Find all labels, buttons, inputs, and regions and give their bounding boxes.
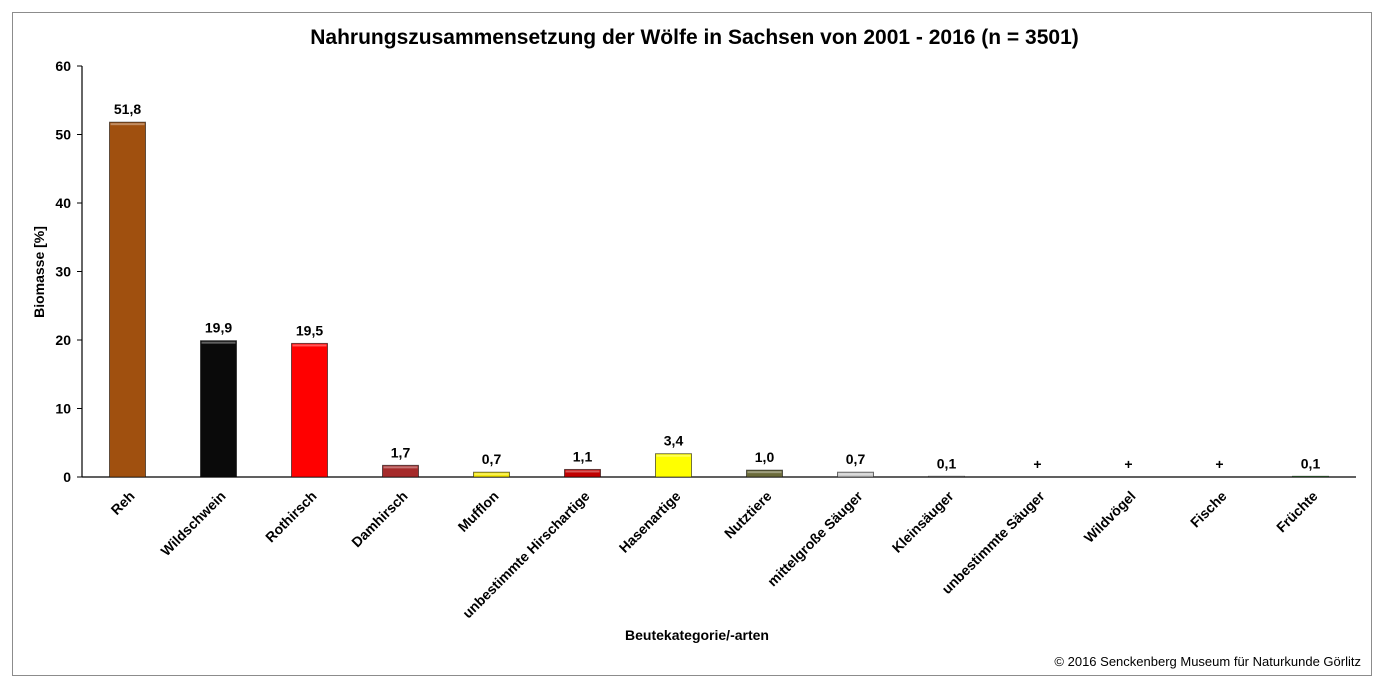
x-tick-label: Mufflon [455, 488, 502, 535]
bar-value-label: + [1215, 456, 1223, 472]
x-tick-label: Hasenartige [616, 488, 684, 556]
chart-frame [12, 12, 1372, 676]
bar-1 [200, 340, 237, 478]
bar-6 [655, 453, 692, 478]
x-tick-label: Früchte [1273, 488, 1321, 536]
bar-value-label: 0,1 [1301, 455, 1321, 471]
x-tick-label: Wildvögel [1081, 488, 1139, 546]
bar-value-label: 0,7 [846, 451, 866, 467]
bar-highlight [110, 123, 145, 126]
bar-highlight [656, 454, 691, 457]
x-tick-label: mittelgroße Säuger [764, 487, 866, 589]
y-tick-label: 50 [55, 127, 71, 143]
x-tick-label: Rothirsch [262, 488, 320, 546]
bar-value-label: + [1124, 456, 1132, 472]
x-tick-label: unbestimmte Säuger [938, 487, 1048, 597]
bar-highlight [747, 471, 782, 474]
bar-value-label: + [1033, 456, 1041, 472]
x-tick-label: Reh [108, 488, 138, 518]
bar-highlight [565, 470, 600, 473]
y-tick-label: 20 [55, 332, 71, 348]
bar-8 [837, 471, 874, 478]
bar-highlight [292, 344, 327, 347]
bar-7 [746, 469, 783, 478]
x-tick-label: Damhirsch [348, 488, 410, 550]
x-axis-label: Beutekategorie/-arten [625, 627, 769, 643]
bar-value-label: 3,4 [664, 433, 684, 449]
bar-value-label: 0,7 [482, 451, 502, 467]
bar-value-label: 1,0 [755, 449, 775, 465]
y-tick-label: 0 [63, 469, 71, 485]
bar-value-label: 1,1 [573, 448, 593, 464]
bar-2 [291, 342, 328, 478]
bar-value-label: 19,9 [205, 320, 232, 336]
x-tick-label: Wildschwein [157, 488, 228, 559]
bar-highlight [383, 466, 418, 469]
bar-value-label: 1,7 [391, 444, 411, 460]
x-tick-label: Nutztiere [721, 488, 775, 542]
y-tick-label: 40 [55, 195, 71, 211]
bar-value-label: 19,5 [296, 322, 323, 338]
chart-title: Nahrungszusammensetzung der Wölfe in Sac… [310, 26, 1079, 49]
x-tick-label: Kleinsäuger [889, 487, 957, 555]
bar-value-label: 51,8 [114, 101, 141, 117]
bar-highlight [474, 473, 509, 476]
y-tick-label: 10 [55, 401, 71, 417]
bar-highlight [201, 341, 236, 344]
bar-highlight [838, 473, 873, 476]
bar-3 [382, 464, 419, 478]
y-tick-label: 30 [55, 264, 71, 280]
bar-5 [564, 468, 601, 478]
bar-0 [109, 121, 146, 478]
x-tick-label: Fische [1187, 488, 1230, 531]
y-axis-label: Biomasse [%] [31, 226, 47, 318]
y-tick-label: 60 [55, 58, 71, 74]
bar-4 [473, 471, 510, 478]
copyright-credit: © 2016 Senckenberg Museum für Naturkunde… [1054, 654, 1361, 669]
bar-13 [1292, 475, 1329, 478]
bar-9 [928, 475, 965, 478]
bar-value-label: 0,1 [937, 455, 957, 471]
